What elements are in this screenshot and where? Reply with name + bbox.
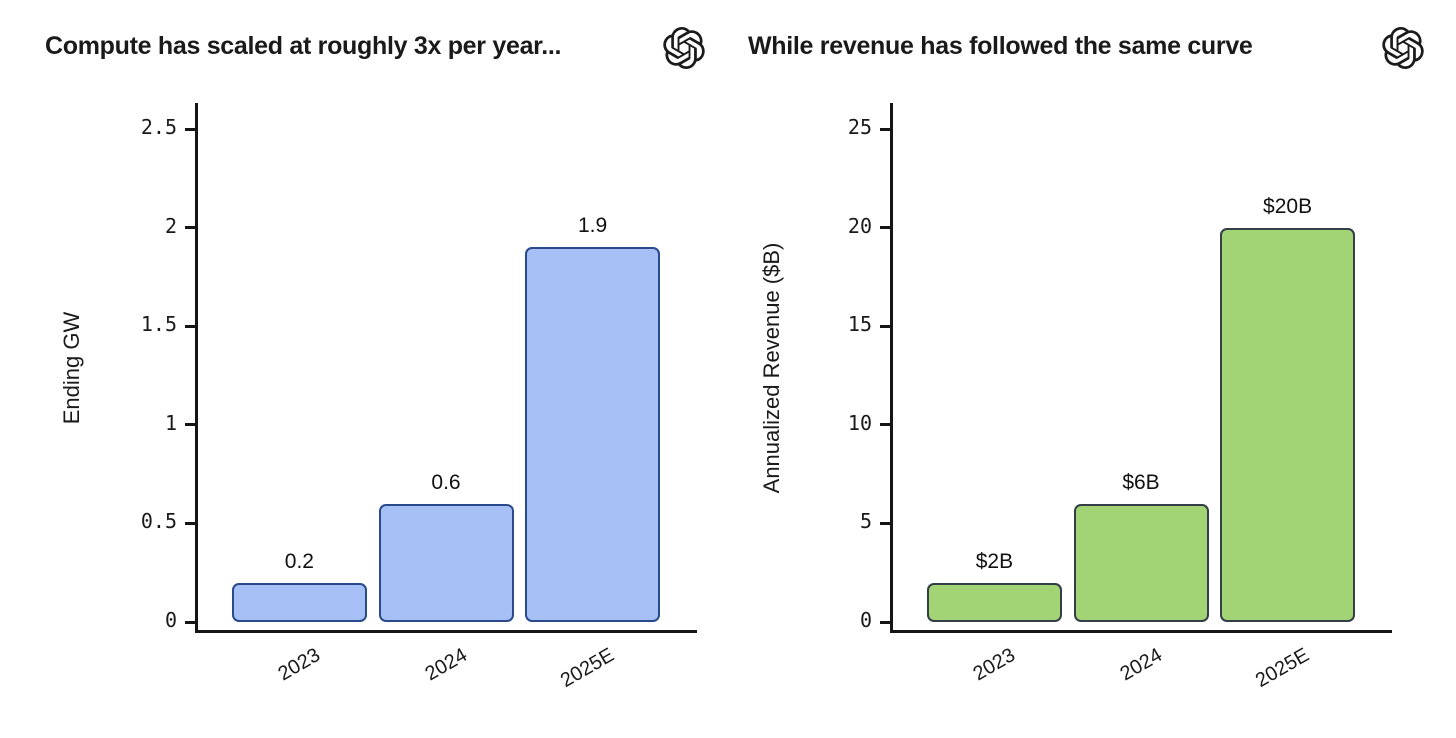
y-tick-label: 15 (847, 312, 872, 337)
y-tick-label: 2.5 (140, 115, 177, 139)
x-tick-label: 2025E (556, 644, 618, 692)
y-tick-label: 20 (847, 213, 872, 238)
y-axis-title: Ending GW (59, 311, 84, 425)
y-tick (880, 127, 890, 131)
bar-value-label: $2B (975, 549, 1014, 573)
revenue-chart-title: While revenue has followed the same curv… (748, 32, 1253, 60)
y-tick-label: 0 (859, 608, 872, 632)
bar-2024 (378, 503, 514, 622)
y-axis-title: Annualized Revenue ($B) (759, 242, 784, 494)
x-tick-label: 2023 (274, 644, 325, 686)
bar-value-label: 1.9 (577, 214, 608, 238)
y-tick-label: 2 (164, 213, 177, 238)
bar-2023 (231, 582, 367, 622)
y-tick-label: 0 (164, 608, 177, 632)
x-tick-label: 2025E (1251, 644, 1313, 692)
bar-2023 (926, 582, 1062, 622)
plot-frame (890, 103, 1392, 633)
bar-value-label: $6B (1122, 470, 1160, 494)
x-tick-label: 2023 (969, 644, 1020, 686)
y-tick-label: 10 (847, 410, 872, 435)
bar-2024 (1073, 503, 1209, 622)
y-tick (185, 423, 195, 427)
compute-chart-title: Compute has scaled at roughly 3x per yea… (45, 32, 562, 60)
bar-2025e (525, 247, 661, 622)
y-tick (880, 226, 890, 230)
y-tick (880, 620, 890, 624)
y-tick (185, 324, 195, 328)
plot-frame (195, 103, 697, 633)
y-tick (185, 226, 195, 230)
openai-logo-icon (1382, 27, 1424, 69)
y-tick-label: 0.5 (140, 509, 177, 534)
y-tick (880, 324, 890, 328)
y-tick (880, 423, 890, 427)
y-tick (185, 620, 195, 624)
bar-2025e (1220, 227, 1356, 622)
bar-value-label: 0.6 (431, 470, 461, 494)
y-tick (185, 521, 195, 525)
y-tick-label: 25 (847, 115, 872, 139)
x-tick-label: 2024 (1116, 644, 1166, 686)
y-tick (185, 127, 195, 131)
openai-logo-icon (663, 27, 705, 69)
y-tick-label: 1 (164, 410, 177, 435)
y-tick-label: 5 (859, 509, 872, 534)
x-tick-label: 2024 (421, 644, 471, 686)
bar-value-label: 0.2 (284, 549, 314, 573)
bar-value-label: $20B (1263, 194, 1313, 218)
y-tick-label: 1.5 (140, 312, 177, 337)
y-tick (880, 521, 890, 525)
